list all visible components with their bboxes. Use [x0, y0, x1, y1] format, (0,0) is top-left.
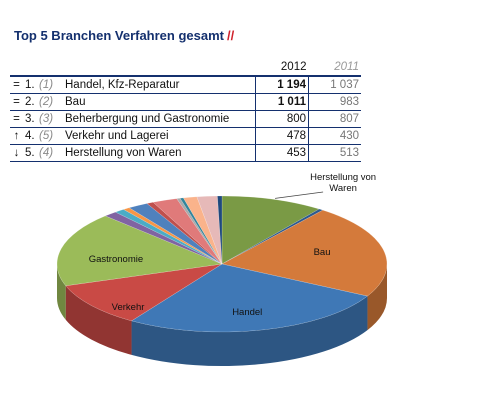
pie-slice	[65, 263, 223, 322]
slice-label: Gastronomie	[89, 254, 143, 265]
table-row: ↑ 4. (5) Verkehr und Lagerei 478 430	[10, 127, 361, 145]
trend-mark: ↓	[10, 144, 23, 162]
rank-number: 4.	[23, 127, 37, 145]
pie-slice	[217, 195, 223, 265]
industry-name: Herstellung von Waren	[63, 144, 256, 162]
pie-slice	[221, 209, 388, 297]
previous-rank: (1)	[37, 76, 63, 94]
title-slashes: //	[227, 28, 235, 43]
pie-slice	[221, 208, 324, 265]
pie-slice	[179, 197, 223, 265]
value-2011: 1 037	[308, 76, 361, 94]
pie-slice	[56, 215, 223, 287]
pie-slice-side	[65, 285, 132, 355]
title-text: Top 5 Branchen Verfahren gesamt	[14, 28, 224, 43]
pie-slice	[146, 201, 223, 265]
value-2012: 800	[255, 110, 309, 128]
ranking-table: 2012 2011 = 1. (1) Handel, Kfz-Reparatur 1 1…	[10, 59, 361, 162]
label-leader-line	[275, 191, 324, 199]
value-2012: 453	[255, 144, 309, 162]
rank-number: 5.	[23, 144, 37, 162]
pie-slice	[130, 263, 369, 333]
header-year-2011: 2011	[308, 59, 361, 77]
rank-number: 2.	[23, 93, 37, 111]
previous-rank: (5)	[37, 127, 63, 145]
pie-slice	[122, 207, 223, 265]
pie-chart: Herstellung von Waren Bau Handel Verkehr Gast…	[56, 172, 388, 366]
pie-top	[56, 195, 388, 333]
pie-side-walls	[57, 264, 387, 366]
value-2012: 478	[255, 127, 309, 145]
pie-slice	[176, 197, 223, 265]
page-title: Top 5 Branchen Verfahren gesamt//	[14, 28, 234, 43]
table-row: = 2. (2) Bau 1 011 983	[10, 93, 361, 111]
header-year-2012: 2012	[255, 59, 309, 77]
rank-number: 1.	[23, 76, 37, 94]
trend-mark: =	[10, 76, 23, 94]
pie-slice	[104, 211, 223, 265]
value-2012: 1 011	[255, 93, 309, 111]
table-row: = 3. (3) Beherbergung und Gastronomie 800 807	[10, 110, 361, 128]
pie-slice	[182, 196, 223, 265]
pie-slice	[114, 209, 223, 265]
trend-mark: =	[10, 93, 23, 111]
trend-mark: ↑	[10, 127, 23, 145]
value-2011: 807	[308, 110, 361, 128]
value-2011: 513	[308, 144, 361, 162]
industry-name: Verkehr und Lagerei	[63, 127, 256, 145]
industry-name: Bau	[63, 93, 256, 111]
slice-label: Handel	[232, 307, 262, 318]
value-2011: 983	[308, 93, 361, 111]
table-row: ↓ 5. (4) Herstellung von Waren 453 513	[10, 144, 361, 162]
previous-rank: (4)	[37, 144, 63, 162]
pie-slice-side	[57, 264, 66, 320]
trend-mark: =	[10, 110, 23, 128]
previous-rank: (3)	[37, 110, 63, 128]
value-2012: 1 194	[255, 76, 309, 94]
slice-label: Bau	[314, 247, 331, 258]
slice-label: Verkehr	[112, 302, 145, 313]
pie-slice-side	[131, 296, 368, 366]
pie-slice	[152, 198, 223, 265]
previous-rank: (2)	[37, 93, 63, 111]
value-2011: 430	[308, 127, 361, 145]
pie-slice	[128, 203, 223, 265]
table-header-row: 2012 2011	[10, 59, 361, 77]
table-row: = 1. (1) Handel, Kfz-Reparatur 1 194 1 037	[10, 76, 361, 94]
pie-slice	[196, 195, 223, 265]
industry-name: Beherbergung und Gastronomie	[63, 110, 256, 128]
slice-label: Herstellung von Waren	[310, 172, 376, 194]
rank-number: 3.	[23, 110, 37, 128]
industry-name: Handel, Kfz-Reparatur	[63, 76, 256, 94]
pie-slice-side	[367, 264, 387, 331]
pie-slice	[221, 195, 320, 265]
